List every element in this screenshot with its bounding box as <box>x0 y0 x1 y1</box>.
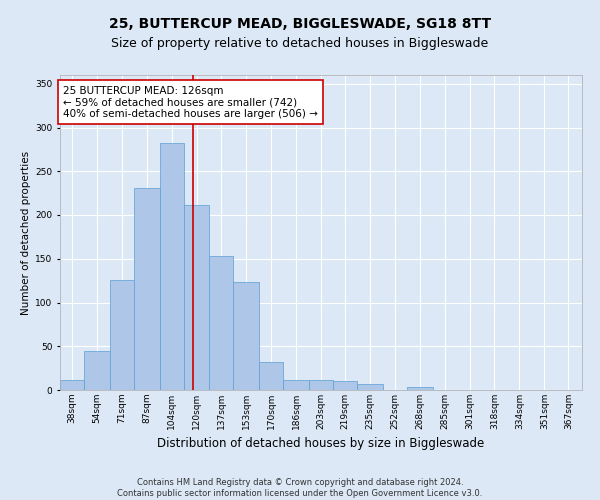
Bar <box>60 380 84 390</box>
Text: 25 BUTTERCUP MEAD: 126sqm
← 59% of detached houses are smaller (742)
40% of semi: 25 BUTTERCUP MEAD: 126sqm ← 59% of detac… <box>63 86 318 118</box>
Bar <box>259 362 283 390</box>
Y-axis label: Number of detached properties: Number of detached properties <box>21 150 31 314</box>
Bar <box>357 384 383 390</box>
Bar <box>233 282 259 390</box>
Bar <box>407 388 433 390</box>
Bar <box>84 350 110 390</box>
Bar <box>283 380 309 390</box>
Bar <box>160 143 184 390</box>
X-axis label: Distribution of detached houses by size in Biggleswade: Distribution of detached houses by size … <box>157 438 485 450</box>
Bar <box>134 188 160 390</box>
Text: Contains HM Land Registry data © Crown copyright and database right 2024.
Contai: Contains HM Land Registry data © Crown c… <box>118 478 482 498</box>
Text: 25, BUTTERCUP MEAD, BIGGLESWADE, SG18 8TT: 25, BUTTERCUP MEAD, BIGGLESWADE, SG18 8T… <box>109 18 491 32</box>
Bar <box>184 206 209 390</box>
Bar <box>309 380 333 390</box>
Bar <box>110 280 134 390</box>
Text: Size of property relative to detached houses in Biggleswade: Size of property relative to detached ho… <box>112 38 488 51</box>
Bar <box>209 256 233 390</box>
Bar <box>333 381 357 390</box>
